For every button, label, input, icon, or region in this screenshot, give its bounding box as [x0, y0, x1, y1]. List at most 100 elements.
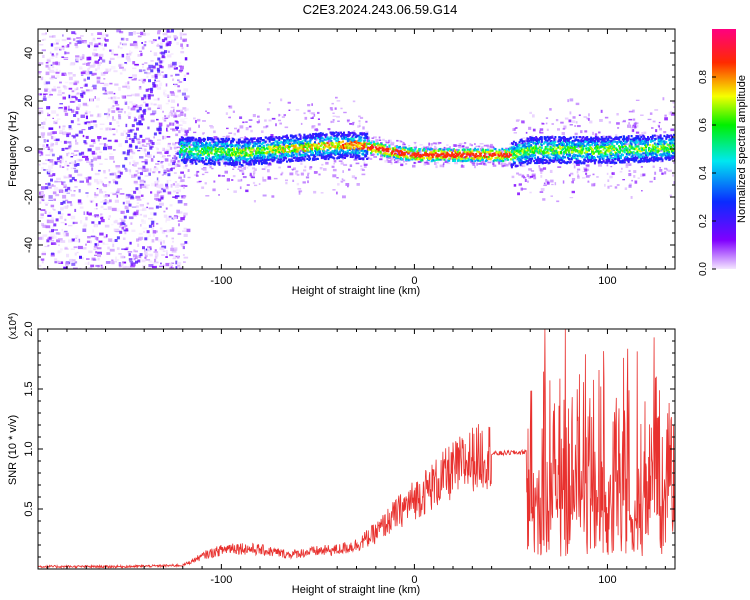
heatmap-cell [226, 140, 229, 143]
heatmap-cell [146, 236, 149, 240]
heatmap-cell [129, 43, 135, 47]
heatmap-cell [615, 134, 618, 137]
heatmap-cell [162, 117, 167, 121]
heatmap-cell [154, 253, 159, 257]
heatmap-cell [207, 160, 210, 163]
heatmap-cell [174, 185, 179, 188]
heatmap-cell [93, 208, 97, 210]
heatmap-cell [47, 244, 50, 247]
heatmap-cell [222, 136, 226, 138]
heatmap-cell [75, 139, 77, 142]
heatmap-cell [616, 122, 620, 125]
heatmap-cell [309, 139, 312, 142]
heatmap-cell [173, 114, 177, 118]
heatmap-cell [291, 142, 294, 145]
heatmap-cell [435, 165, 438, 169]
heatmap-cell [192, 136, 195, 139]
heatmap-cell [142, 197, 145, 200]
heatmap-cell [342, 143, 344, 147]
heatmap-cell [613, 163, 616, 165]
heatmap-cell [207, 155, 210, 158]
heatmap-cell [203, 160, 205, 163]
heatmap-cell [165, 183, 169, 187]
heatmap-cell [150, 191, 153, 194]
heatmap-cell [177, 124, 180, 127]
heatmap-cell [245, 137, 248, 139]
spectrogram-heatmap [38, 29, 675, 269]
heatmap-cell [68, 152, 70, 155]
heatmap-cell [68, 145, 72, 148]
heatmap-cell [440, 151, 443, 154]
heatmap-cell [103, 170, 106, 173]
heatmap-cell [253, 162, 256, 165]
heatmap-cell [628, 122, 630, 125]
heatmap-cell [130, 264, 135, 268]
heatmap-cell [85, 157, 89, 161]
heatmap-cell [211, 159, 214, 162]
heatmap-cell [185, 160, 188, 163]
heatmap-cell [161, 71, 164, 73]
heatmap-cell [38, 113, 41, 116]
heatmap-cell [260, 156, 262, 159]
heatmap-cell [172, 128, 176, 132]
heatmap-cell [159, 51, 162, 55]
heatmap-cell [153, 132, 157, 136]
heatmap-cell [97, 257, 100, 261]
heatmap-cell [91, 72, 97, 76]
heatmap-cell [45, 154, 51, 156]
heatmap-cell [139, 86, 142, 88]
heatmap-cell [119, 230, 123, 234]
heatmap-cell [609, 185, 613, 187]
heatmap-cell [609, 175, 613, 179]
heatmap-cell [458, 143, 462, 146]
heatmap-cell [55, 193, 60, 197]
heatmap-cell [630, 127, 634, 129]
heatmap-cell [182, 121, 187, 124]
heatmap-cell [129, 241, 132, 245]
heatmap-cell [197, 153, 200, 156]
heatmap-cell [150, 69, 154, 73]
heatmap-cell [154, 73, 158, 77]
heatmap-cell [302, 146, 305, 149]
heatmap-cell [170, 74, 173, 77]
heatmap-cell [255, 161, 258, 164]
heatmap-cell [88, 161, 93, 166]
heatmap-cell [169, 145, 171, 147]
heatmap-cell [129, 144, 133, 148]
heatmap-cell [435, 158, 438, 161]
heatmap-cell [136, 105, 141, 109]
heatmap-cell [101, 34, 106, 36]
heatmap-cell [218, 154, 221, 157]
heatmap-cell [164, 158, 169, 162]
heatmap-cell [142, 111, 146, 115]
heatmap-cell [148, 207, 154, 210]
heatmap-cell [259, 140, 263, 142]
heatmap-cell [105, 68, 109, 73]
heatmap-cell [143, 169, 148, 172]
heatmap-cell [162, 32, 168, 36]
heatmap-cell [387, 150, 390, 153]
heatmap-cell [416, 154, 419, 157]
heatmap-cell [252, 181, 256, 185]
heatmap-cell [345, 183, 350, 186]
heatmap-cell [289, 172, 294, 176]
heatmap-cell [297, 138, 300, 141]
heatmap-cell [67, 141, 72, 144]
heatmap-cell [307, 149, 310, 152]
heatmap-cell [74, 186, 78, 188]
heatmap-cell [246, 138, 249, 141]
heatmap-cell [43, 95, 46, 97]
heatmap-cell [647, 118, 652, 121]
heatmap-cell [422, 145, 426, 149]
heatmap-cell [71, 90, 75, 93]
heatmap-cell [67, 105, 70, 110]
heatmap-cell [71, 134, 76, 137]
heatmap-cell [461, 154, 464, 157]
heatmap-cell [97, 253, 101, 258]
heatmap-cell [156, 192, 161, 194]
heatmap-cell [159, 183, 164, 186]
heatmap-cell [457, 153, 460, 156]
heatmap-cell [399, 145, 401, 149]
heatmap-cell [169, 65, 173, 68]
heatmap-cell [77, 199, 82, 203]
